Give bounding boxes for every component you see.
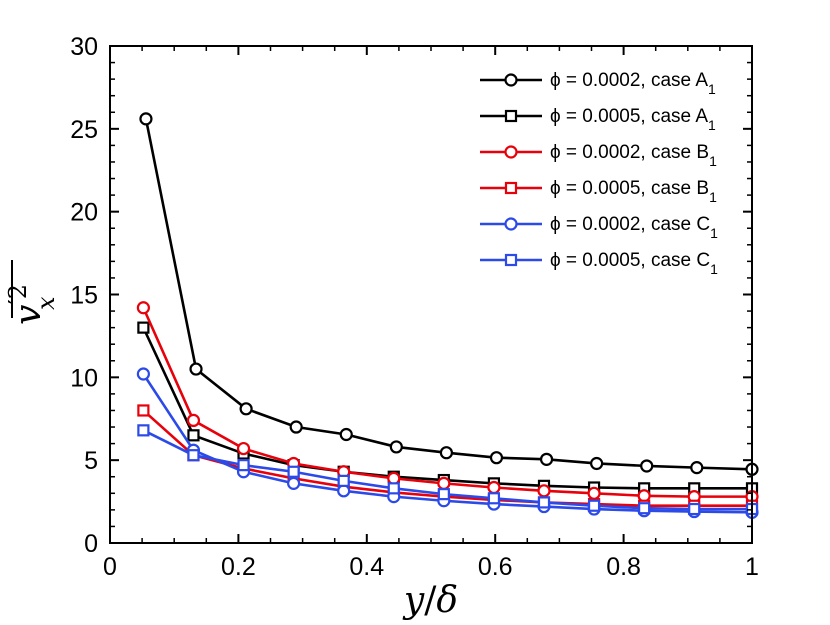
legend-subscript: 1 <box>710 225 718 241</box>
legend-marker <box>504 253 518 267</box>
data-point <box>590 456 604 471</box>
x-axis-title: y/δ <box>402 580 458 621</box>
y-tick-label: 20 <box>70 199 98 227</box>
legend-subscript: 1 <box>709 153 717 169</box>
y-tick-label: 15 <box>70 282 98 310</box>
legend-subscript: 1 <box>710 261 718 277</box>
legend-marker <box>504 145 518 159</box>
legend-label: ϕ = 0.0002, case A1 <box>550 70 716 97</box>
series-line <box>144 118 753 471</box>
legend-entry-4: ϕ = 0.0005, case B1 <box>480 178 717 205</box>
y-tick-label: 10 <box>70 364 98 392</box>
series-6 <box>137 424 759 516</box>
series-3 <box>136 301 759 504</box>
x-tick-label: 1 <box>745 553 759 581</box>
data-point <box>439 446 454 460</box>
data-point <box>137 404 150 417</box>
data-point <box>487 480 501 495</box>
data-point <box>640 459 654 473</box>
data-point <box>187 429 200 442</box>
y-axis-title-sup: 2 <box>4 284 32 299</box>
data-point <box>137 424 150 437</box>
y-axis-title-prime: ′ <box>4 299 32 304</box>
data-point <box>289 420 303 434</box>
data-point <box>136 301 150 315</box>
data-point <box>239 402 253 416</box>
data-point <box>537 484 551 498</box>
data-point <box>339 427 353 442</box>
x-tick-label: 0 <box>103 553 117 581</box>
data-point <box>437 488 450 501</box>
legend-label: ϕ = 0.0005, case A1 <box>550 106 716 133</box>
data-point <box>437 476 451 490</box>
data-point <box>587 486 601 500</box>
legend-label: ϕ = 0.0002, case C1 <box>550 214 718 241</box>
data-point <box>287 476 301 490</box>
legend-entry-2: ϕ = 0.0005, case A1 <box>480 106 716 133</box>
data-point <box>587 499 601 512</box>
legend-subscript: 1 <box>709 189 717 205</box>
legend-label: ϕ = 0.0005, case C1 <box>550 250 718 277</box>
data-point <box>387 482 400 495</box>
data-point <box>186 413 201 428</box>
data-point <box>187 449 200 462</box>
y-tick-label: 5 <box>84 447 98 475</box>
data-point <box>189 362 203 376</box>
data-point <box>489 451 504 465</box>
legend-marker <box>504 181 518 195</box>
legend-subscript: 1 <box>708 117 716 133</box>
x-axis-title-denom: δ <box>436 580 458 621</box>
data-point <box>539 452 554 466</box>
legend-entry-6: ϕ = 0.0005, case C1 <box>480 250 718 277</box>
legend-marker <box>504 73 518 87</box>
legend-label: ϕ = 0.0005, case B1 <box>550 178 717 205</box>
data-point <box>139 112 153 126</box>
data-point <box>236 441 251 456</box>
y-axis-title-base: v <box>8 305 49 325</box>
legend-entry-1: ϕ = 0.0002, case A1 <box>480 70 716 97</box>
y-tick-label: 0 <box>84 530 98 558</box>
legend: ϕ = 0.0002, case A1 ϕ = 0.0005, case A1 ϕ … <box>480 70 718 277</box>
legend-marker <box>504 109 518 123</box>
data-point <box>287 465 300 478</box>
x-axis-title-var: y <box>402 580 425 621</box>
data-point <box>690 461 704 475</box>
x-axis-title-slash: / <box>424 580 437 621</box>
x-tick-label: 0.2 <box>221 553 256 581</box>
y-tick-label: 25 <box>70 116 98 144</box>
x-tick-label: 0.6 <box>478 553 513 581</box>
legend-marker <box>504 217 518 231</box>
y-tick-label: 30 <box>70 33 98 61</box>
legend-entry-3: ϕ = 0.0002, case B1 <box>480 142 717 169</box>
data-point <box>537 496 551 509</box>
x-tick-label: 0.4 <box>349 553 384 581</box>
legend-entry-5: ϕ = 0.0002, case C1 <box>480 214 718 241</box>
data-point <box>237 459 250 472</box>
x-tick-label: 0.8 <box>606 553 641 581</box>
data-point <box>337 474 350 487</box>
series-1 <box>139 112 759 476</box>
series-layer <box>136 112 759 519</box>
data-point <box>688 502 701 516</box>
data-point <box>487 492 501 505</box>
data-point <box>136 367 150 381</box>
data-point <box>389 440 403 454</box>
data-point <box>137 321 150 334</box>
data-point <box>638 502 651 515</box>
legend-subscript: 1 <box>708 81 716 97</box>
legend-label: ϕ = 0.0002, case B1 <box>550 142 717 169</box>
y-axis-title-sub: x <box>32 296 60 310</box>
